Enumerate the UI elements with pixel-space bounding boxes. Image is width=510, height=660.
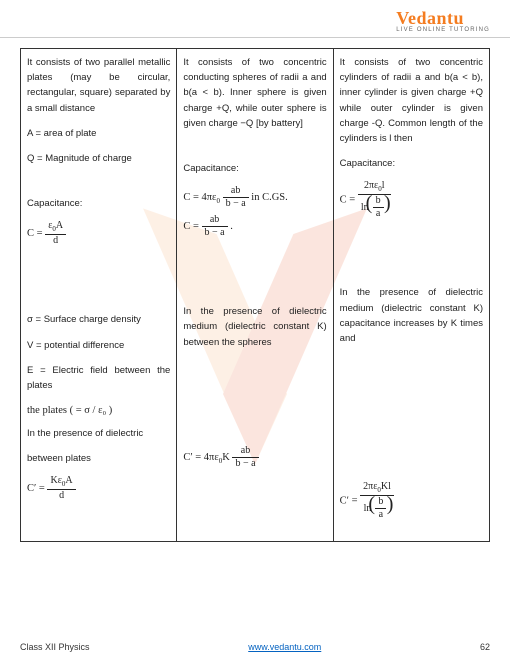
def-e: E = Electric field between the plates [27,363,170,393]
table-row: It consists of two parallel metallic pla… [21,49,490,542]
formula-c-parallel: C = ε0Ad [27,221,170,246]
capacitance-label-2: Capacitance: [183,161,326,176]
col-parallel-plate: It consists of two parallel metallic pla… [21,49,177,542]
cgs-suffix: in C.GS. [251,192,287,203]
presence-dielectric-3: In the presence of dielectric medium (di… [340,285,483,346]
capacitance-label: Capacitance: [27,196,170,211]
def-v: V = potential difference [27,338,170,353]
capacitance-label-3: Capacitance: [340,156,483,171]
comparison-table: It consists of two parallel metallic pla… [20,48,490,542]
formula-c-sphere-dielectric: C′ = 4πε0K abb − a [183,446,326,469]
def-sigma: σ = Surface charge density [27,312,170,327]
footer-class: Class XII Physics [20,642,90,652]
def-area: A = area of plate [27,126,170,141]
between-plates: between plates [27,451,170,466]
header: Vedantu LIVE ONLINE TUTORING [0,0,510,38]
presence-dielectric: In the presence of dielectric [27,426,170,441]
formula-c-sphere-cgs: C = 4πε0 abb − a in C.GS. [183,186,326,209]
logo-block: Vedantu LIVE ONLINE TUTORING [396,8,490,33]
brand-name: Vedantu [396,8,490,29]
formula-c-dielectric-parallel: C′ = Kε0Ad [27,476,170,501]
plates-eq: the plates ( = σ / ε₀ ) [27,403,170,420]
footer-link[interactable]: www.vedantu.com [248,642,321,652]
brand-tagline: LIVE ONLINE TUTORING [396,27,490,33]
formula-c-cylinder-dielectric: C′ = 2πε0Kllnba [340,482,483,520]
col3-desc: It consists of two concentric cylinders … [340,55,483,146]
col-spherical: It consists of two concentric conducting… [177,49,333,542]
footer-page: 62 [480,642,490,652]
col1-desc: It consists of two parallel metallic pla… [27,55,170,116]
def-charge: Q = Magnitude of charge [27,151,170,166]
formula-c-cylinder: C = 2πε0llnba [340,181,483,219]
content-area: It consists of two parallel metallic pla… [0,38,510,542]
col-cylindrical: It consists of two concentric cylinders … [333,49,489,542]
formula-c-sphere: C = abb − a . [183,215,326,238]
footer: Class XII Physics www.vedantu.com 62 [0,642,510,652]
col2-desc: It consists of two concentric conducting… [183,55,326,131]
presence-dielectric-2: In the presence of dielectric medium (di… [183,304,326,350]
